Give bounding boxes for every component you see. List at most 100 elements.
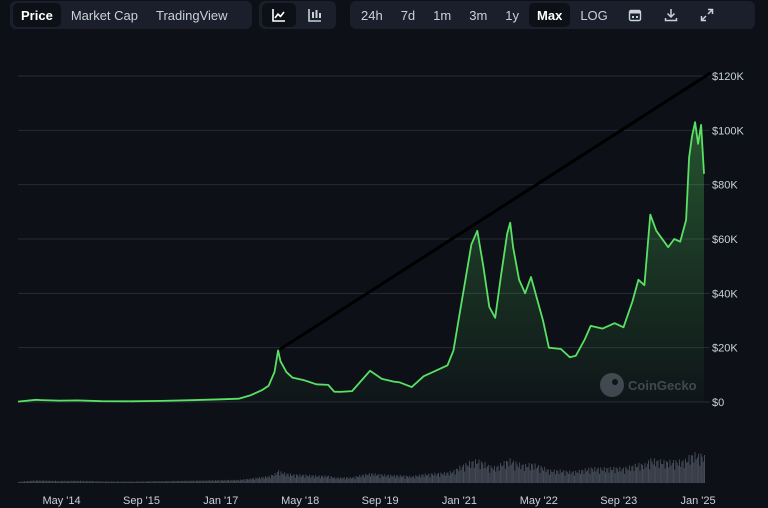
- volume-bar: [200, 481, 202, 483]
- volume-bar: [521, 465, 523, 483]
- volume-bar: [424, 473, 426, 483]
- volume-bar: [160, 481, 161, 483]
- volume-bar: [316, 476, 318, 483]
- volume-bar: [571, 472, 573, 483]
- volume-bar: [344, 479, 346, 483]
- download-button[interactable]: [654, 3, 688, 27]
- volume-bar: [334, 477, 336, 483]
- range-1m[interactable]: 1m: [433, 7, 452, 23]
- volume-bar: [327, 476, 328, 483]
- volume-bar: [173, 481, 175, 483]
- volume-bar: [575, 470, 577, 483]
- volume-bar: [211, 480, 213, 483]
- volume-bar: [589, 473, 591, 483]
- volume-bar: [699, 465, 701, 483]
- volume-bar: [322, 476, 324, 483]
- volume-bar: [123, 481, 124, 483]
- fullscreen-button[interactable]: [690, 3, 724, 27]
- volume-bar: [150, 481, 152, 483]
- volume-bar: [237, 480, 239, 483]
- volume-bar: [44, 481, 46, 483]
- volume-bar: [298, 476, 300, 483]
- volume-bar: [137, 481, 139, 483]
- volume-bar: [218, 480, 220, 483]
- volume-bar: [272, 475, 274, 483]
- volume-bar: [535, 468, 537, 483]
- volume-bar: [495, 471, 497, 483]
- volume-bar: [148, 481, 149, 483]
- volume-bar: [268, 475, 270, 483]
- volume-bar: [446, 472, 448, 483]
- volume-bar: [547, 469, 549, 483]
- volume-bar: [315, 475, 317, 483]
- volume-bar: [488, 464, 490, 483]
- volume-bar: [473, 468, 475, 483]
- time-range-group: 24h 7d 1m 3m 1y Max LOG: [350, 1, 755, 29]
- volume-bar: [523, 471, 525, 483]
- line-chart-button[interactable]: [262, 3, 296, 27]
- volume-bar: [600, 467, 602, 483]
- volume-bar: [349, 476, 351, 483]
- volume-bar: [622, 467, 624, 483]
- volume-bar: [556, 470, 558, 483]
- volume-bar: [441, 474, 443, 483]
- volume-bar: [330, 476, 332, 483]
- y-tick-label: $20K: [712, 343, 738, 355]
- volume-bar: [391, 476, 393, 483]
- volume-bar: [469, 460, 470, 483]
- log-scale-toggle[interactable]: LOG: [580, 7, 608, 23]
- volume-bar: [299, 474, 301, 483]
- volume-bar: [694, 452, 696, 483]
- volume-bar: [255, 477, 257, 483]
- range-max[interactable]: Max: [529, 3, 571, 27]
- volume-bar: [693, 462, 695, 483]
- volume-bar: [95, 481, 97, 483]
- volume-bar: [668, 467, 670, 483]
- volume-bar: [582, 470, 584, 483]
- volume-bar: [562, 471, 564, 483]
- volume-bar: [50, 481, 52, 483]
- volume-bar: [531, 463, 532, 483]
- tab-price[interactable]: Price: [13, 3, 61, 27]
- price-chart[interactable]: $0 $20K $40K $60K $80K $100K $120K May '14 Sep …: [0, 30, 768, 508]
- volume-bar: [449, 470, 451, 483]
- volume-bar: [664, 468, 666, 483]
- volume-bar: [136, 481, 138, 483]
- volume-bar: [96, 481, 98, 483]
- volume-bar: [494, 465, 495, 483]
- range-7d[interactable]: 7d: [400, 7, 416, 23]
- volume-bar: [270, 474, 272, 483]
- trendline-drawing[interactable]: [278, 71, 712, 351]
- volume-bar: [546, 469, 548, 483]
- tab-trading-view[interactable]: TradingView: [156, 7, 228, 23]
- volume-bar: [507, 461, 509, 483]
- volume-bar: [695, 459, 697, 483]
- volume-bar: [383, 476, 385, 483]
- candlestick-chart-button[interactable]: [298, 3, 332, 27]
- price-chart-svg[interactable]: $0 $20K $40K $60K $80K $100K $120K May '14 Sep …: [0, 30, 768, 508]
- volume-bar: [534, 463, 536, 483]
- volume-bar: [225, 480, 227, 483]
- volume-bar: [84, 481, 86, 483]
- range-1y[interactable]: 1y: [505, 7, 520, 23]
- volume-bar: [491, 468, 493, 483]
- calendar-button[interactable]: [618, 3, 652, 27]
- volume-bar: [448, 475, 450, 483]
- volume-bar: [700, 453, 702, 483]
- volume-bar: [201, 480, 203, 483]
- volume-bar: [61, 480, 62, 483]
- volume-bar: [88, 481, 90, 483]
- range-24h[interactable]: 24h: [361, 7, 383, 23]
- tab-market-cap[interactable]: Market Cap: [70, 7, 139, 23]
- volume-bar: [662, 464, 664, 483]
- volume-bars: [18, 452, 705, 483]
- range-3m[interactable]: 3m: [469, 7, 488, 23]
- volume-bar: [92, 481, 93, 483]
- volume-bar: [497, 465, 499, 483]
- volume-bar: [415, 475, 417, 483]
- volume-bar: [120, 481, 122, 483]
- volume-bar: [31, 481, 33, 483]
- volume-bar: [131, 481, 133, 483]
- volume-bar: [47, 481, 49, 483]
- volume-bar: [285, 476, 287, 483]
